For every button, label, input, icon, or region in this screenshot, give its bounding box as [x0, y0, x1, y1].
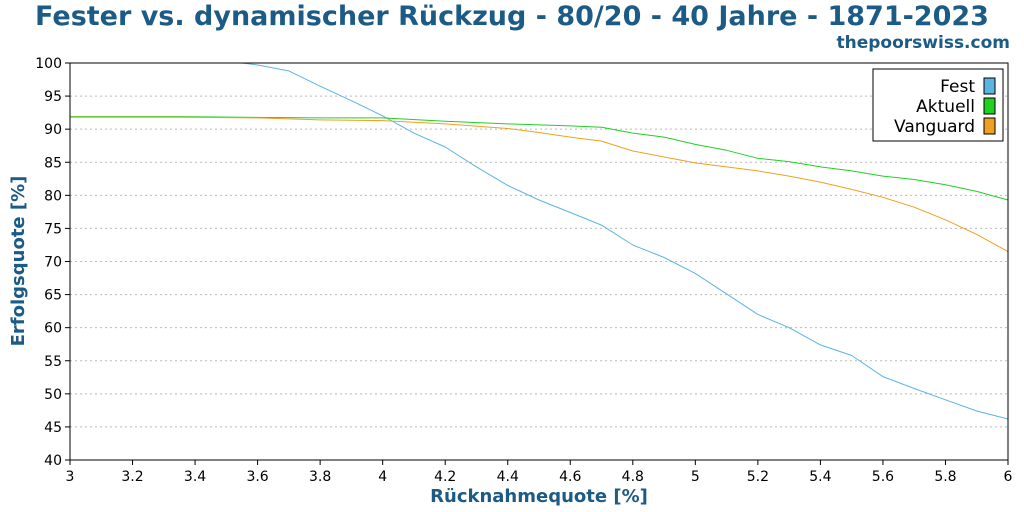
- x-tick-label: 3.6: [246, 469, 268, 485]
- grid-lines: [70, 95, 1008, 428]
- series-line-aktuell: [70, 116, 1009, 201]
- y-tick-label: 90: [44, 122, 62, 138]
- x-tick-label: 4.8: [622, 469, 644, 485]
- legend-swatch: [983, 117, 996, 135]
- x-tick-label: 4: [378, 469, 387, 485]
- legend-swatch: [983, 97, 996, 115]
- series-line-fest: [70, 62, 1009, 420]
- series-line-vanguard: [70, 116, 1009, 253]
- chart-title: Fester vs. dynamischer Rückzug - 80/20 -…: [35, 1, 989, 32]
- y-tick-label: 45: [44, 420, 62, 436]
- legend-label: Fest: [940, 77, 975, 97]
- brand-label: thepoorswiss.com: [836, 33, 1011, 53]
- x-tick-label: 4.4: [497, 469, 519, 485]
- y-tick-label: 95: [44, 89, 62, 105]
- y-tick-label: 50: [44, 387, 62, 403]
- x-tick-label: 4.6: [559, 469, 581, 485]
- y-tick-label: 75: [44, 221, 62, 237]
- y-tick-label: 60: [44, 321, 62, 337]
- x-tick-label: 5.8: [934, 469, 956, 485]
- y-tick-label: 100: [35, 56, 62, 72]
- x-tick-label: 3.8: [309, 469, 331, 485]
- y-tick-label: 55: [44, 354, 62, 370]
- legend-box: [872, 68, 1004, 142]
- y-tick-label: 85: [44, 155, 62, 171]
- series-lines: [70, 62, 1009, 420]
- y-tick-label: 80: [44, 188, 62, 204]
- x-tick-label: 5: [691, 469, 700, 485]
- x-tick-label: 3: [66, 469, 75, 485]
- x-axis-label: Rücknahmequote [%]: [430, 486, 648, 507]
- y-axis-label: Erfolgsquote [%]: [8, 176, 29, 347]
- x-tick-label: 4.2: [434, 469, 456, 485]
- x-tick-label: 5.2: [747, 469, 769, 485]
- legend-label: Aktuell: [916, 97, 975, 117]
- x-tick-label: 5.4: [809, 469, 831, 485]
- x-tick-label: 6: [1004, 469, 1013, 485]
- x-tick-label: 3.2: [121, 469, 143, 485]
- y-tick-label: 40: [44, 453, 62, 469]
- x-tick-label: 5.6: [872, 469, 894, 485]
- legend-label: Vanguard: [894, 117, 975, 137]
- y-tick-label: 65: [44, 288, 62, 304]
- x-tick-label: 3.4: [184, 469, 206, 485]
- legend-swatch: [983, 77, 996, 95]
- y-tick-label: 70: [44, 255, 62, 271]
